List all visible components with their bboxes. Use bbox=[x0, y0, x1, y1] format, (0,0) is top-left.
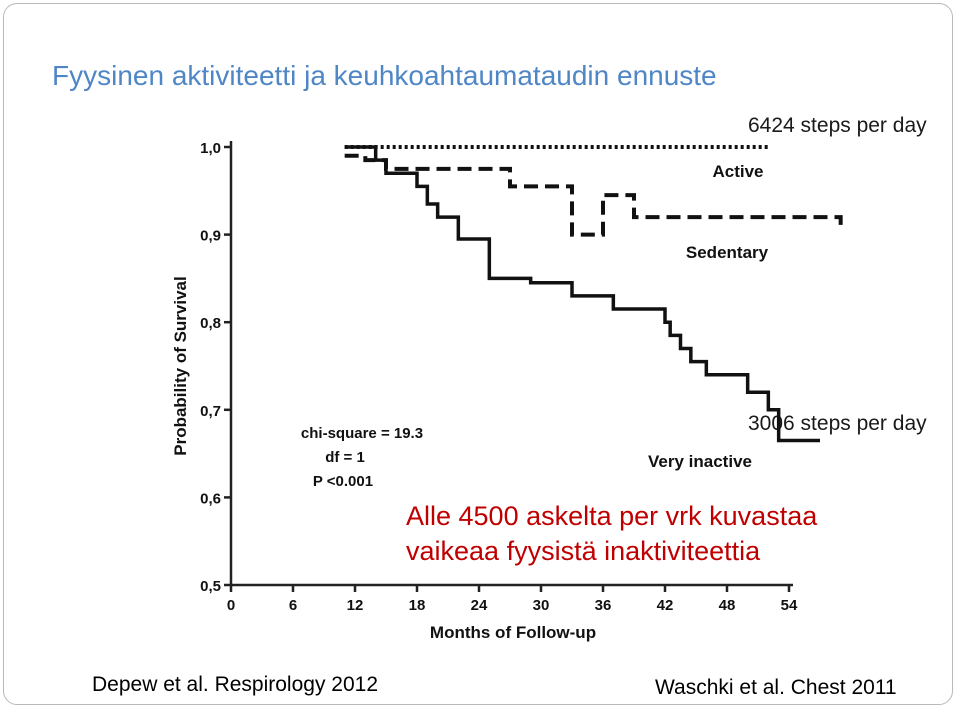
x-tick-label: 6 bbox=[289, 597, 297, 614]
x-tick-label: 24 bbox=[471, 597, 488, 614]
y-tick-label: 0,5 bbox=[200, 578, 221, 595]
y-tick-label: 0,9 bbox=[200, 228, 221, 245]
red-text-line-1: Alle 4500 askelta per vrk kuvastaa bbox=[406, 501, 818, 531]
stat-text: P <0.001 bbox=[313, 473, 373, 490]
chart-axes: 0,5 0,6 0,7 0,8 0,9 1,0 0 6 12 18 24 30 36 42 48 54 bbox=[200, 140, 798, 614]
slide-title: Fyysinen aktiviteetti ja keuhkoahtaumata… bbox=[52, 60, 717, 91]
stat-text: df = 1 bbox=[325, 449, 365, 466]
x-tick-label: 48 bbox=[719, 597, 736, 614]
x-tick-label: 18 bbox=[409, 597, 426, 614]
y-tick-label: 0,7 bbox=[200, 403, 221, 420]
y-axis-title: Probability of Survival bbox=[171, 276, 190, 456]
note-high-steps: 6424 steps per day bbox=[748, 114, 927, 137]
x-tick-label: 42 bbox=[657, 597, 674, 614]
y-tick-label: 0,8 bbox=[200, 315, 221, 332]
y-tick-label: 1,0 bbox=[200, 140, 221, 157]
note-low-steps: 3006 steps per day bbox=[748, 412, 927, 435]
series-line-very-inactive bbox=[344, 145, 820, 443]
x-tick-label: 54 bbox=[781, 597, 798, 614]
citation-left: Depew et al. Respirology 2012 bbox=[92, 673, 379, 696]
chart-labels: Months of Follow-up Probability of Surviv… bbox=[171, 162, 769, 642]
series-label-active: Active bbox=[712, 162, 763, 181]
red-text-line-2: vaikeaa fyysistä inaktiviteettia bbox=[406, 536, 761, 566]
citation-right: Waschki et al. Chest 2011 bbox=[655, 676, 897, 699]
series-label-very-inactive: Very inactive bbox=[648, 452, 752, 471]
chart-series bbox=[344, 145, 843, 443]
y-tick-label: 0,6 bbox=[200, 490, 221, 507]
x-tick-label: 36 bbox=[595, 597, 612, 614]
x-tick-label: 12 bbox=[347, 597, 364, 614]
series-line-sedentary bbox=[344, 153, 843, 237]
stat-text: chi-square = 19.3 bbox=[301, 425, 423, 442]
x-tick-label: 0 bbox=[227, 597, 235, 614]
x-tick-label: 30 bbox=[533, 597, 550, 614]
x-axis-title: Months of Follow-up bbox=[430, 623, 596, 642]
series-label-sedentary: Sedentary bbox=[686, 243, 769, 262]
